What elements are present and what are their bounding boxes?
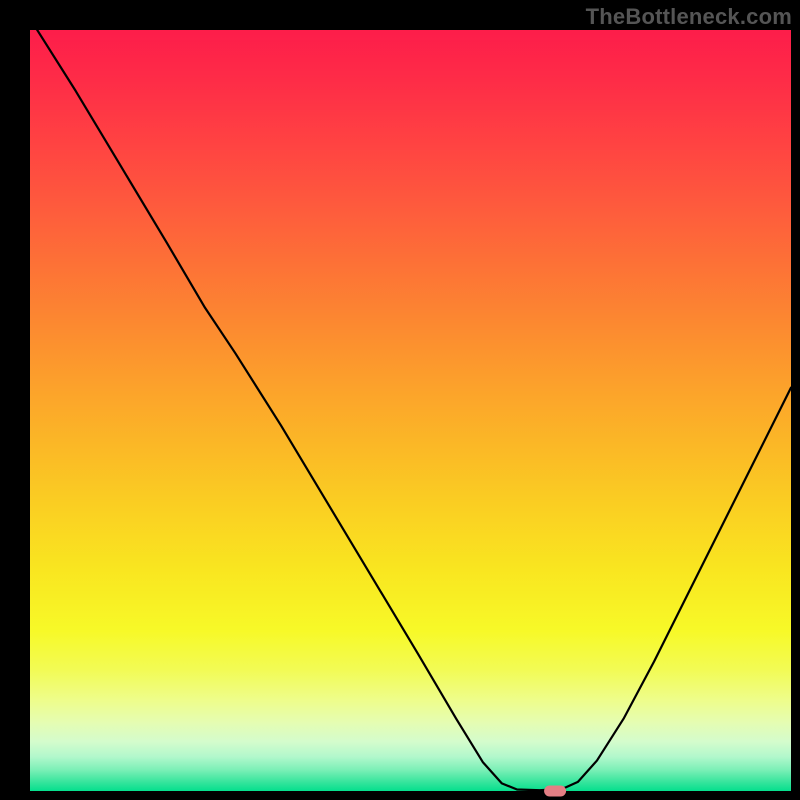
watermark-text: TheBottleneck.com: [586, 4, 792, 30]
bottleneck-chart: TheBottleneck.com: [0, 0, 800, 800]
chart-svg: [0, 0, 800, 800]
plot-background: [30, 30, 791, 791]
optimal-marker: [544, 786, 566, 797]
